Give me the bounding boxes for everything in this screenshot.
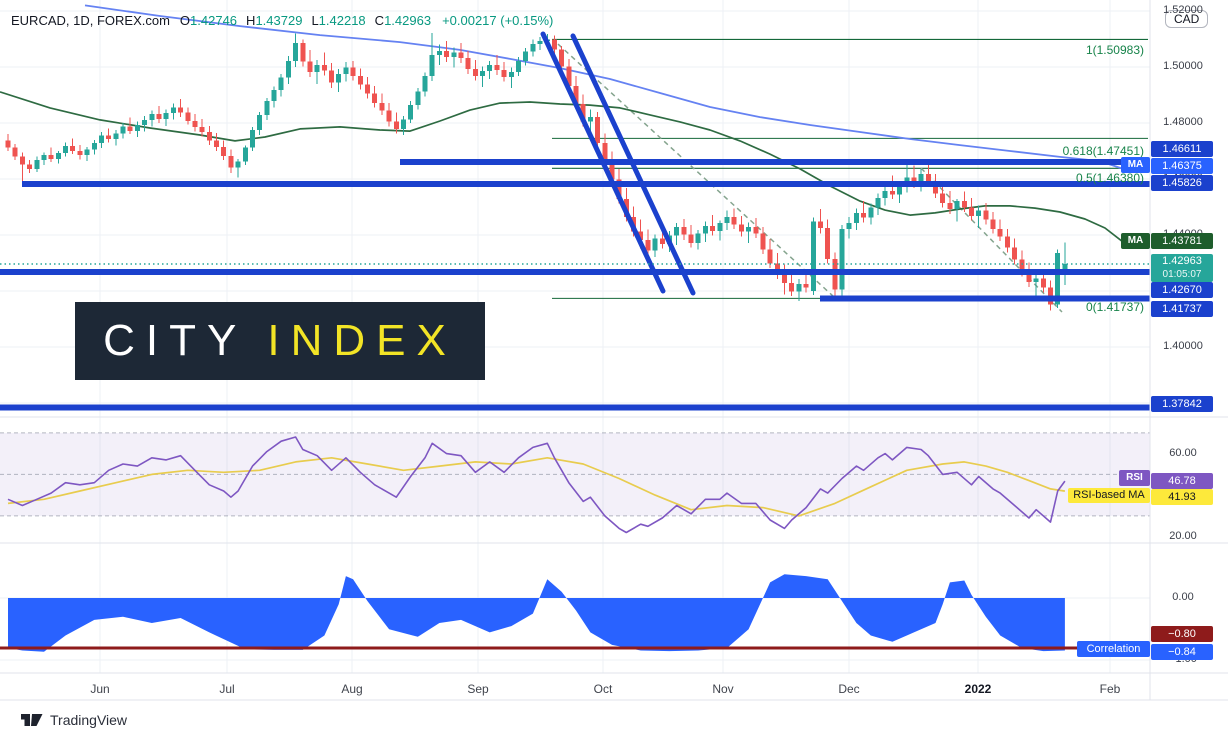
time-axis-label-Sep: Sep [467,682,489,696]
price-badge-−0.84: −0.84 [1151,644,1213,660]
ohlc-o: O1.42746 [179,13,238,28]
symbol-title[interactable]: EURCAD, 1D, FOREX.com [11,13,170,28]
scale-tick-1.48000: 1.48000 [1163,116,1203,128]
fib-label-1.50983: 1(1.50983) [1085,43,1144,57]
fib-label-1.47451: 0.618(1.47451) [1062,144,1144,158]
price-badge-1.37842: 1.37842 [1151,396,1213,412]
price-badge-1.46375: 1.46375 [1151,158,1213,174]
price-badge-1.42963: 1.42963 01:05:07 [1151,254,1213,282]
rsi-label-chip: RSI [1119,470,1150,486]
price-badge-1.46611: 1.46611 [1151,141,1213,157]
price-badge-41.93: 41.93 [1151,489,1213,505]
currency-toggle-button[interactable]: CAD [1165,10,1209,28]
price-badge-46.78: 46.78 [1151,473,1213,489]
rsi-ma-label-chip: RSI-based MA [1068,488,1150,503]
watermark-word-city: CITY [103,316,248,365]
ohlc-values: O1.42746 H1.43729 L1.42218 C1.42963 [180,13,440,28]
city-index-watermark: CITY INDEX [75,302,485,380]
time-axis-label-2022: 2022 [964,682,992,696]
ma-slow-label-chip: MA [1121,157,1150,173]
countdown-timer: 01:05:07 [1162,269,1202,280]
tradingview-logo-icon [21,714,43,726]
time-axis-label-Jun: Jun [90,682,110,696]
price-badge-1.41737: 1.41737 [1151,301,1213,317]
fib-label-1.41737: 0(1.41737) [1085,300,1144,314]
fib-label-1.4638: 0.5(1.46380) [1075,171,1144,185]
time-axis-label-Dec: Dec [838,682,860,696]
time-axis-label-Oct: Oct [593,682,613,696]
time-axis-label-Feb: Feb [1099,682,1121,696]
correlation-label-chip: Correlation [1077,641,1150,657]
ma-fast-label-chip: MA [1121,233,1150,249]
scale-tick-1.52000: 1.52000 [1163,4,1203,16]
change-value: +0.00217 (+0.15%) [442,13,554,28]
scale-tick-1.40000: 1.40000 [1163,340,1203,352]
price-badge-1.42670: 1.42670 [1151,282,1213,298]
watermark-word-index: INDEX [267,316,457,365]
ohlc-h: H1.43729 [246,13,303,28]
scale-tick-20.00: 20.00 [1169,530,1197,542]
price-badge-−0.80: −0.80 [1151,626,1213,642]
scale-tick-60.00: 60.00 [1169,447,1197,459]
tradingview-attribution[interactable]: TradingView [21,710,127,730]
ohlc-c: C1.42963 [374,13,432,28]
scale-tick-1.50000: 1.50000 [1163,60,1203,72]
tradingview-logo-text: TradingView [50,712,128,728]
ohlc-l: L1.42218 [311,13,366,28]
time-axis-label-Jul: Jul [219,682,235,696]
time-axis-label-Aug: Aug [341,682,363,696]
price-badge-1.45826: 1.45826 [1151,175,1213,191]
symbol-header[interactable]: EURCAD, 1D, FOREX.com O1.42746 H1.43729 L1.… [11,13,553,28]
scale-tick-0.00: 0.00 [1172,591,1194,603]
time-axis-label-Nov: Nov [712,682,734,696]
price-badge-1.43781: 1.43781 [1151,233,1213,249]
